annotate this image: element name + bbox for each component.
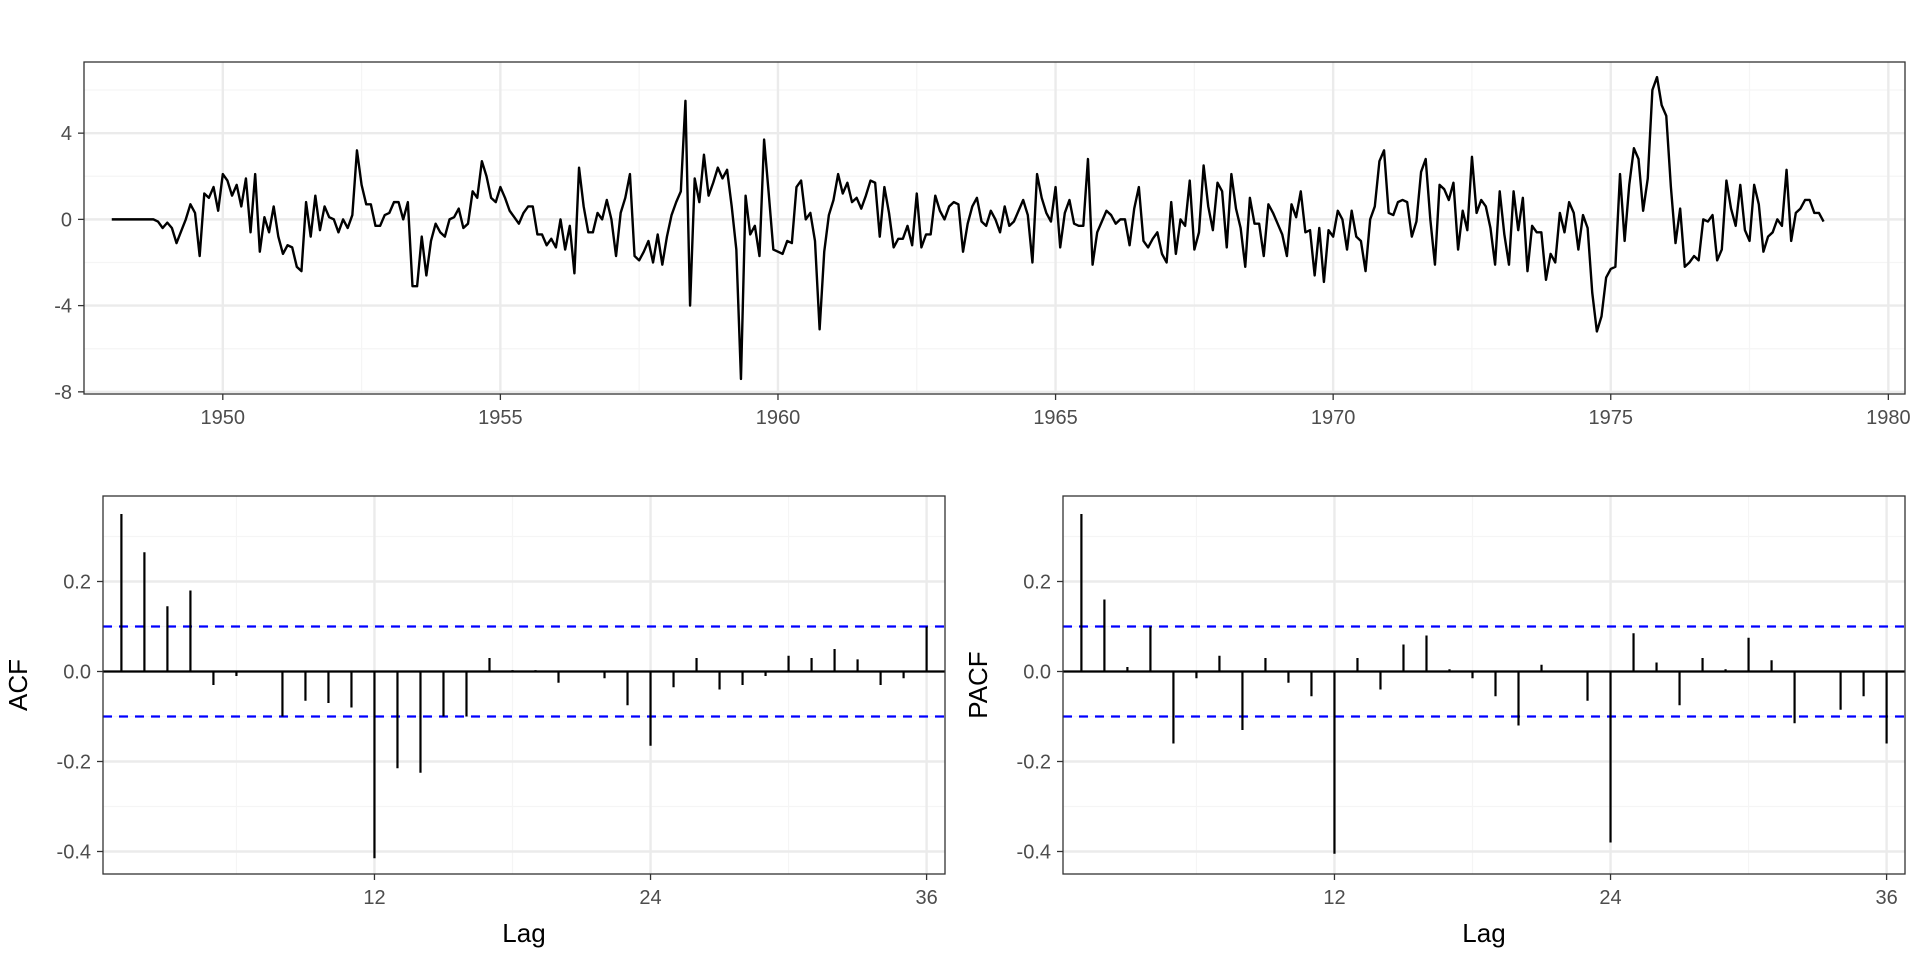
y-tick-label: -8 — [54, 382, 72, 404]
y-axis-label: PACF — [963, 651, 993, 718]
y-tick-label: -4 — [54, 296, 72, 318]
x-tick-label: 1965 — [1033, 407, 1078, 429]
x-axis-label: Lag — [1462, 918, 1505, 948]
x-tick-label: 1950 — [201, 407, 246, 429]
y-axis-label: ACF — [3, 659, 33, 711]
panel-border — [83, 61, 1906, 395]
x-tick-label: 12 — [1323, 887, 1345, 909]
y-tick-label: -0.2 — [1017, 752, 1051, 774]
x-tick-label: 24 — [639, 887, 661, 909]
pacf-panel: 12 24 36 -0.4 -0.2 0.0 0.2 Lag PACF — [963, 495, 1906, 948]
y-tick-label: 4 — [61, 123, 72, 145]
x-tick-label: 12 — [363, 887, 385, 909]
panel-border — [102, 495, 946, 875]
x-tick-label: 1980 — [1866, 407, 1911, 429]
y-tick-label: 0.0 — [63, 662, 91, 684]
y-tick-label: 0.0 — [1023, 662, 1051, 684]
panel-border — [1062, 495, 1906, 875]
x-tick-label: 1960 — [756, 407, 801, 429]
x-tick-label: 1975 — [1589, 407, 1634, 429]
x-axis-label: Lag — [502, 918, 545, 948]
series-line — [111, 75, 1825, 381]
time-series-panel: 1950 1955 1960 1965 1970 1975 1980 -8 -4 0 4 — [54, 61, 1911, 429]
acf-panel: 12 24 36 -0.4 -0.2 0.0 0.2 Lag ACF — [3, 495, 946, 948]
y-tick-label: 0.2 — [1023, 572, 1051, 594]
y-tick-label: -0.4 — [57, 842, 91, 864]
x-tick-label: 36 — [1875, 887, 1897, 909]
x-tick-label: 1955 — [478, 407, 523, 429]
y-tick-label: -0.4 — [1017, 842, 1051, 864]
y-tick-label: 0.2 — [63, 572, 91, 594]
y-tick-label: 0 — [61, 209, 72, 231]
x-tick-label: 1970 — [1311, 407, 1356, 429]
x-tick-label: 24 — [1599, 887, 1621, 909]
x-tick-label: 36 — [915, 887, 937, 909]
y-tick-label: -0.2 — [57, 752, 91, 774]
